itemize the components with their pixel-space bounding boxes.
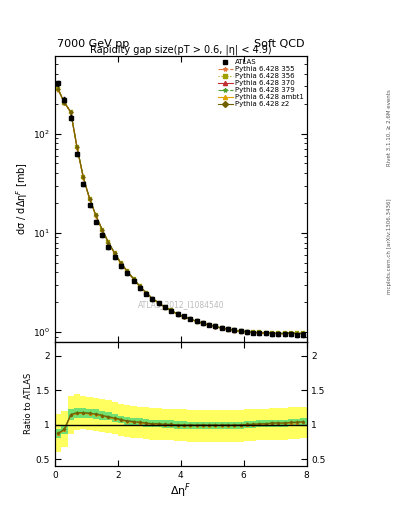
Title: Rapidity gap size(pT > 0.6, |η| < 4.9): Rapidity gap size(pT > 0.6, |η| < 4.9) (90, 44, 272, 55)
X-axis label: Δη$^F$: Δη$^F$ (170, 481, 191, 500)
Text: 7000 GeV pp: 7000 GeV pp (57, 38, 129, 49)
Text: mcplots.cern.ch [arXiv:1306.3436]: mcplots.cern.ch [arXiv:1306.3436] (387, 198, 391, 293)
Legend: ATLAS, Pythia 6.428 355, Pythia 6.428 356, Pythia 6.428 370, Pythia 6.428 379, P: ATLAS, Pythia 6.428 355, Pythia 6.428 35… (217, 58, 305, 108)
Text: Rivet 3.1.10, ≥ 2.6M events: Rivet 3.1.10, ≥ 2.6M events (387, 90, 391, 166)
Y-axis label: dσ / dΔη$^F$ [mb]: dσ / dΔη$^F$ [mb] (15, 163, 30, 236)
Text: ATLAS_2012_I1084540: ATLAS_2012_I1084540 (138, 300, 224, 309)
Text: Soft QCD: Soft QCD (254, 38, 305, 49)
Y-axis label: Ratio to ATLAS: Ratio to ATLAS (24, 373, 33, 435)
